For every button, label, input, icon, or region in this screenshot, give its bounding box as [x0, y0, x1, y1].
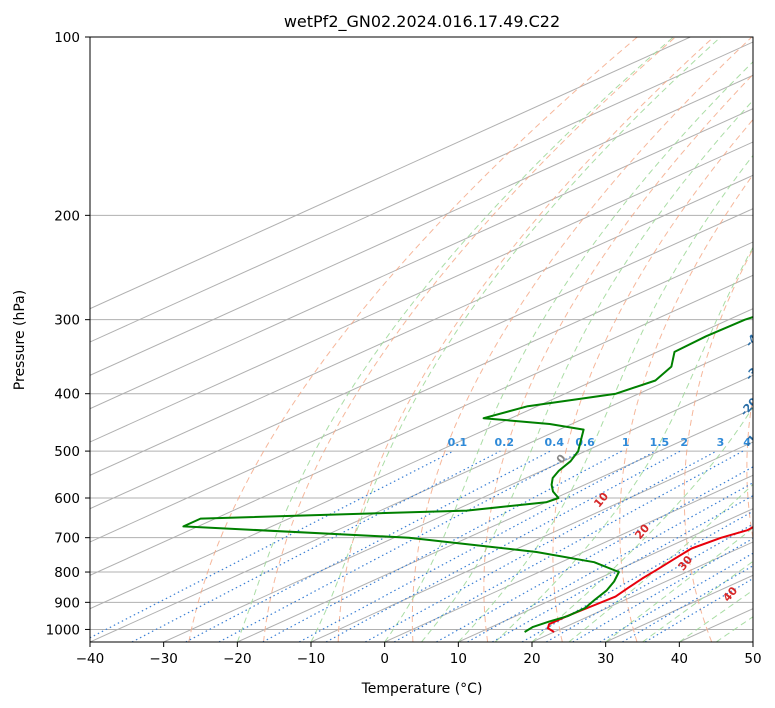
- y-tick-label: 800: [54, 565, 80, 581]
- isotherm--110: [90, 108, 753, 410]
- mixing-ratio-line: [262, 450, 622, 642]
- isotherm--50: [90, 308, 753, 610]
- dry-adiabat: [337, 37, 714, 642]
- moist-adiabat: [531, 406, 753, 642]
- isotherm-10: [458, 508, 753, 642]
- x-tick-label: 10: [450, 651, 467, 667]
- x-tick-label: −20: [223, 651, 252, 667]
- isotherm-50: [752, 641, 753, 642]
- isotherm--30: [163, 374, 753, 642]
- isotherm--70: [90, 241, 753, 543]
- mixing-ratio-label: 2: [680, 436, 688, 449]
- isotherm--40: [90, 341, 753, 642]
- x-tick-label: −30: [149, 651, 178, 667]
- isotherm--60: [90, 274, 753, 576]
- y-tick-label: 1000: [46, 622, 80, 638]
- y-tick-label: 600: [54, 491, 80, 507]
- dry-adiabat: [263, 37, 676, 642]
- y-axis: 100 200 300 400 500 600 700 800 900 1000: [46, 30, 90, 638]
- mixing-ratio-line: [218, 450, 582, 642]
- mixing-ratio-label: 4: [743, 436, 751, 449]
- moist-adiabat: [642, 560, 753, 642]
- mixing-ratio-line: [185, 450, 551, 642]
- isotherm--90: [90, 174, 753, 476]
- moist-adiabat: [236, 37, 674, 642]
- dry-adiabat: [619, 173, 753, 642]
- mixing-ratio-label: 3: [717, 436, 725, 449]
- x-tick-label: 50: [744, 651, 761, 667]
- plot-background: [90, 37, 753, 642]
- dewpoint-line: [182, 316, 753, 633]
- x-tick-label: 0: [380, 651, 389, 667]
- dry-adiabat: [552, 118, 753, 642]
- mixing-ratio-line: [325, 450, 681, 642]
- mixing-ratio-line: [393, 450, 744, 642]
- mixing-ratio-line: [131, 450, 501, 642]
- isotherm--10: [310, 441, 753, 642]
- dry-adiabat: [411, 37, 753, 642]
- dry-adiabat: [188, 37, 638, 642]
- plot-frame: [89, 36, 754, 643]
- y-tick-label: 300: [54, 313, 80, 329]
- x-tick-label: 40: [671, 651, 688, 667]
- moist-adiabat: [494, 246, 753, 642]
- x-tick-label: 30: [597, 651, 614, 667]
- temperature-line: [546, 525, 753, 633]
- dry-adiabat-label: -10: [742, 426, 765, 450]
- moist-adiabat: [457, 154, 753, 642]
- moist-adiabat: [384, 61, 753, 642]
- isotherm--100: [90, 141, 753, 443]
- mixing-ratio-line: [298, 450, 656, 642]
- chart-title: wetPf2_GN02.2024.016.17.49.C22: [284, 12, 560, 32]
- x-tick-label: −10: [297, 651, 326, 667]
- mixing-ratio-label: 1: [622, 436, 630, 449]
- mixing-ratio-label: 0.4: [545, 436, 565, 449]
- dry-adiabat-label: -50: [764, 283, 775, 307]
- mixing-ratio-line: [467, 482, 753, 642]
- mixing-ratio-line: [622, 565, 753, 642]
- y-tick-label: 200: [54, 208, 80, 224]
- dry-adiabat: [483, 73, 753, 642]
- dry-adiabat-label: -40: [743, 326, 766, 350]
- isotherm--130: [90, 41, 753, 343]
- x-axis: −40 −30 −20 −10 0 10 20 30 40 50: [76, 642, 762, 667]
- isotherm--120: [90, 74, 753, 376]
- y-tick-label: 100: [54, 30, 80, 46]
- isotherm-0: [384, 474, 753, 642]
- mixing-ratio-label: 0.2: [495, 436, 515, 449]
- dry-adiabat-label: -30: [743, 359, 766, 383]
- y-axis-label: Pressure (hPa): [12, 290, 28, 390]
- y-tick-label: 500: [54, 444, 80, 460]
- mixing-ratio-line: [521, 510, 753, 642]
- isotherm--140: [90, 37, 691, 310]
- moist-adiabat: [310, 37, 722, 642]
- moist-adiabat: [421, 99, 753, 642]
- mixing-ratio-label: 0.1: [448, 436, 468, 449]
- y-tick-label: 900: [54, 595, 80, 611]
- mixing-ratio-line: [644, 577, 753, 642]
- mixing-ratio-label: 1.5: [650, 436, 670, 449]
- y-tick-label: 400: [54, 387, 80, 403]
- isotherm--80: [90, 208, 753, 510]
- plot-area: 0.10.20.40.611.52346810131620253036-100-…: [90, 37, 775, 642]
- x-axis-label: Temperature (°C): [361, 681, 483, 697]
- x-tick-label: 20: [523, 651, 540, 667]
- isotherm--20: [237, 408, 753, 642]
- y-tick-label: 700: [54, 531, 80, 547]
- plot-contents: 0.10.20.40.611.52346810131620253036-100-…: [90, 37, 775, 642]
- dry-adiabat: [746, 393, 753, 541]
- mixing-ratio-line: [365, 450, 717, 642]
- dry-adiabat: [683, 247, 753, 642]
- x-tick-label: −40: [76, 651, 105, 667]
- moist-adiabat: [679, 589, 753, 642]
